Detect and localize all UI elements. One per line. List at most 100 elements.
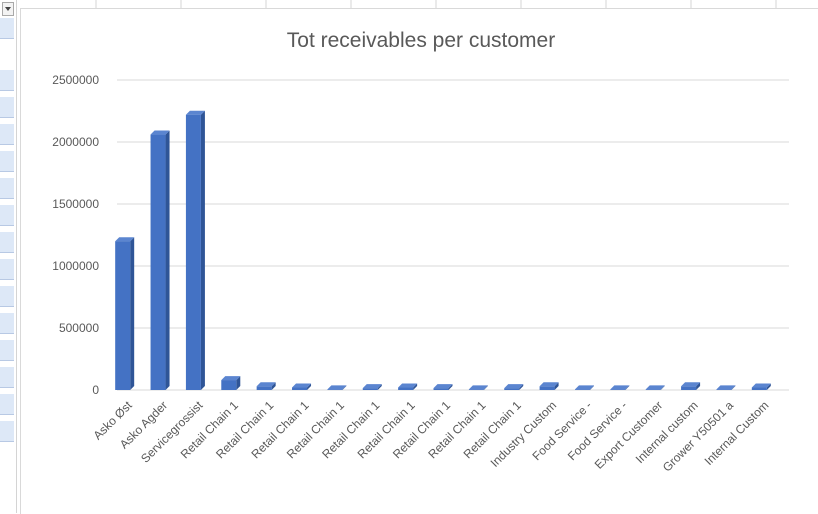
bar-top	[468, 385, 488, 390]
bar[interactable]	[221, 376, 241, 390]
bar-top	[645, 385, 665, 390]
bar-side	[696, 382, 701, 390]
bar-front	[362, 388, 378, 390]
spreadsheet-column-strip	[0, 0, 17, 513]
y-tick-label: 2500000	[52, 73, 99, 87]
spreadsheet-cell[interactable]	[0, 394, 14, 415]
bar-front	[645, 389, 661, 390]
spreadsheet-cell[interactable]	[0, 232, 14, 253]
bar-top	[539, 382, 559, 387]
bar[interactable]	[362, 384, 382, 390]
bar-front	[292, 387, 308, 390]
bar[interactable]	[574, 385, 594, 390]
bar-front	[610, 389, 626, 390]
spreadsheet-cell[interactable]	[0, 421, 14, 442]
bar-side	[236, 376, 241, 390]
bar[interactable]	[256, 382, 276, 390]
spreadsheet-cell[interactable]	[0, 151, 14, 172]
bar-side	[342, 385, 347, 390]
bar-top	[221, 376, 241, 381]
bar-top	[681, 382, 701, 387]
spreadsheet-cell[interactable]	[0, 124, 14, 145]
y-tick-label: 500000	[59, 321, 99, 335]
bar[interactable]	[433, 384, 453, 390]
y-tick-label: 0	[92, 383, 99, 397]
spreadsheet-cell[interactable]	[0, 259, 14, 280]
bar-front	[150, 134, 166, 390]
bar[interactable]	[716, 385, 736, 390]
bar-side	[625, 385, 630, 390]
chart-area[interactable]: Tot receivables per customer 0 500000 1000…	[20, 8, 818, 514]
bar[interactable]	[504, 384, 524, 390]
bar-side	[483, 385, 488, 390]
chart-gridlines	[117, 79, 789, 391]
bar-front	[185, 114, 201, 390]
y-tick-label: 1500000	[52, 197, 99, 211]
bar-side	[307, 383, 312, 390]
bar-side	[448, 384, 453, 390]
bar[interactable]	[327, 385, 347, 390]
chart-title: Tot receivables per customer	[287, 29, 555, 52]
bar-front	[751, 387, 767, 390]
bar-side	[200, 110, 205, 390]
bar-front	[115, 241, 131, 390]
spreadsheet-cell[interactable]	[0, 18, 14, 39]
bar-top	[504, 384, 524, 389]
bar-front	[221, 380, 237, 390]
bar-top	[610, 385, 630, 390]
x-category-label: Internal custom	[633, 398, 701, 466]
bar-top	[292, 383, 312, 388]
bar[interactable]	[539, 382, 559, 390]
y-tick-label: 2000000	[52, 135, 99, 149]
bar-top	[433, 384, 453, 389]
bar-side	[165, 130, 170, 390]
bar-side	[766, 383, 771, 390]
bar[interactable]	[150, 130, 170, 390]
bar-side	[660, 385, 665, 390]
bar[interactable]	[185, 110, 205, 390]
bar[interactable]	[751, 383, 771, 390]
spreadsheet-cell[interactable]	[0, 70, 14, 91]
chart-bars	[115, 110, 771, 390]
bar-side	[413, 383, 418, 390]
bar-front	[398, 387, 414, 390]
spreadsheet-cell[interactable]	[0, 178, 14, 199]
spreadsheet-cell[interactable]	[0, 286, 14, 307]
spreadsheet-cell[interactable]	[0, 313, 14, 334]
spreadsheet-cell[interactable]	[0, 367, 14, 388]
bar[interactable]	[115, 237, 135, 390]
bar-side	[377, 384, 382, 390]
bar-side	[271, 382, 276, 390]
bar[interactable]	[681, 382, 701, 390]
bar-top	[362, 384, 382, 389]
spreadsheet-top-gridlines	[95, 0, 777, 8]
bar-top	[574, 385, 594, 390]
bar-front	[539, 386, 555, 390]
spreadsheet-cell[interactable]	[0, 340, 14, 361]
bar-front	[468, 389, 484, 390]
bar-top	[185, 110, 205, 115]
y-tick-label: 1000000	[52, 259, 99, 273]
y-axis-ticks: 0 500000 1000000 1500000 2000000 2500000	[52, 73, 99, 397]
bar-chart: Tot receivables per customer 0 500000 1000…	[52, 29, 789, 474]
bar[interactable]	[292, 383, 312, 390]
bar-top	[716, 385, 736, 390]
bar[interactable]	[398, 383, 418, 390]
bar-front	[433, 388, 449, 390]
bar-front	[327, 389, 343, 390]
bar-front	[256, 386, 272, 390]
bar-front	[504, 388, 520, 390]
bar-front	[574, 389, 590, 390]
bar-side	[731, 385, 736, 390]
bar[interactable]	[645, 385, 665, 390]
bar-front	[681, 386, 697, 390]
spreadsheet-cell[interactable]	[0, 97, 14, 118]
bar-top	[150, 130, 170, 135]
filter-dropdown-button[interactable]	[2, 2, 14, 16]
bar-side	[519, 384, 524, 390]
bar-top	[327, 385, 347, 390]
bar[interactable]	[610, 385, 630, 390]
bar[interactable]	[468, 385, 488, 390]
bar-top	[751, 383, 771, 388]
spreadsheet-cell[interactable]	[0, 205, 14, 226]
